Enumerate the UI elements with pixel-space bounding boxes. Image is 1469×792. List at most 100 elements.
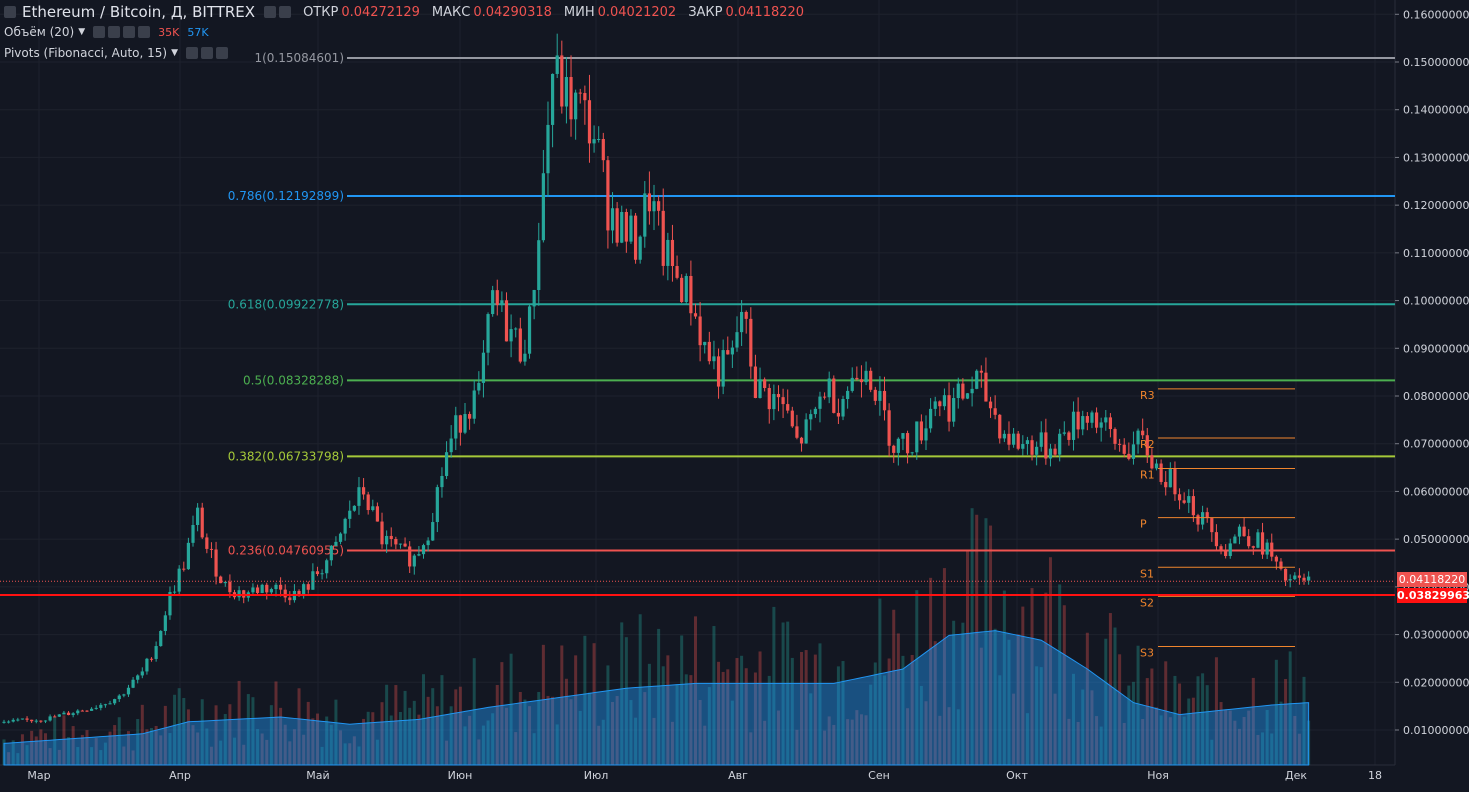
candle-body (514, 328, 518, 330)
candle-body (421, 545, 426, 555)
volume-bar (417, 714, 421, 765)
candle-body (53, 716, 57, 718)
x-tick-label: Мар (27, 769, 50, 782)
candle-body (1090, 412, 1094, 423)
volume-bar (1141, 719, 1145, 765)
volume-bar (790, 657, 794, 765)
volume-bar (643, 692, 647, 765)
candle-body (1237, 526, 1242, 537)
volume-bar (251, 697, 255, 765)
candle-body (357, 487, 361, 506)
candle-body (108, 703, 112, 705)
pivots-label[interactable]: Pivots (Fibonacci, Auto, 15) (4, 46, 168, 60)
candle-body (1224, 549, 1228, 557)
volume-bar (509, 653, 513, 765)
candle-body (615, 208, 619, 243)
candle-body (34, 720, 38, 722)
volume-bar (477, 739, 481, 765)
volume-bar (1085, 632, 1089, 765)
volume-bar (998, 675, 1002, 765)
candle-body (970, 388, 974, 394)
candle-body (145, 658, 149, 672)
horizontal-line-price-tag: 0.03829963 (1397, 588, 1469, 603)
last-price-tag: 0.04118220 (1397, 572, 1467, 587)
candle-body (311, 571, 315, 590)
y-tick-label: 0.02000000 (1403, 676, 1469, 689)
volume-bar (398, 711, 402, 765)
volume-bar (551, 696, 555, 765)
candle-body (537, 240, 541, 290)
volume-bar (1284, 678, 1288, 765)
volume-bar (302, 734, 306, 765)
settings-icon[interactable] (279, 6, 292, 18)
volume-bar (730, 700, 734, 765)
candle-body (62, 712, 66, 715)
close-icon[interactable] (216, 47, 229, 59)
add-icon[interactable] (123, 26, 136, 38)
close-icon[interactable] (138, 26, 151, 38)
candle-body (869, 370, 873, 390)
settings-icon[interactable] (108, 26, 121, 38)
volume-bar (887, 658, 891, 765)
volume-bar (1030, 588, 1034, 765)
candle-body (1127, 453, 1131, 459)
eye-icon[interactable] (264, 6, 277, 18)
volume-bar (108, 731, 112, 765)
candle-body (1067, 432, 1071, 440)
candle-body (214, 549, 218, 577)
candle-body (1113, 429, 1117, 444)
candle-body (786, 404, 790, 411)
eye-icon[interactable] (93, 26, 106, 38)
volume-bar (412, 700, 416, 765)
candle-body (205, 537, 209, 549)
volume-bar (532, 733, 536, 765)
candle-body (767, 388, 771, 410)
volume-bar (265, 739, 269, 765)
candle-body (905, 433, 910, 454)
candle-body (1242, 526, 1246, 537)
y-tick-label: 0.10000000 (1403, 295, 1469, 308)
candle-body (163, 615, 167, 632)
volume-bar (1095, 716, 1099, 765)
symbol-title[interactable]: Ethereum / Bitcoin, Д, BITTREX (22, 3, 256, 21)
volume-bar (1076, 721, 1080, 765)
chevron-down-icon[interactable]: ▼ (171, 48, 179, 58)
volume-bar (279, 707, 283, 765)
settings-icon[interactable] (201, 47, 214, 59)
volume-bar (200, 699, 204, 765)
volume-bar (707, 687, 711, 765)
volume-bar (827, 716, 831, 765)
candle-body (550, 73, 555, 125)
candle-body (76, 710, 80, 714)
candle-body (7, 721, 11, 723)
volume-bar (191, 725, 195, 765)
candle-body (721, 350, 725, 387)
volume-bar (675, 684, 679, 765)
candle-body (643, 193, 647, 237)
candle-body (569, 76, 573, 120)
y-tick-label: 0.14000000 (1403, 104, 1469, 117)
candle-body (541, 173, 545, 241)
volume-label[interactable]: Объём (20) (4, 25, 75, 39)
volume-bar (698, 699, 702, 765)
volume-bar (804, 650, 808, 765)
volume-bar (173, 694, 177, 765)
candle-body (846, 390, 850, 399)
volume-bar (1021, 606, 1025, 765)
candle-body (103, 704, 108, 706)
chevron-down-icon[interactable]: ▼ (78, 27, 86, 37)
candle-body (813, 408, 817, 415)
candle-body (546, 124, 550, 174)
eye-icon[interactable] (186, 47, 199, 59)
volume-bar (463, 726, 467, 765)
volume-bar (168, 733, 172, 765)
volume-bar (878, 598, 882, 765)
candle-body (730, 347, 734, 355)
volume-bar (647, 663, 651, 765)
collapse-icon[interactable] (4, 6, 16, 18)
volume-bar (758, 651, 762, 765)
volume-bar (103, 742, 107, 765)
candle-body (343, 518, 347, 534)
volume-bar (159, 735, 163, 765)
